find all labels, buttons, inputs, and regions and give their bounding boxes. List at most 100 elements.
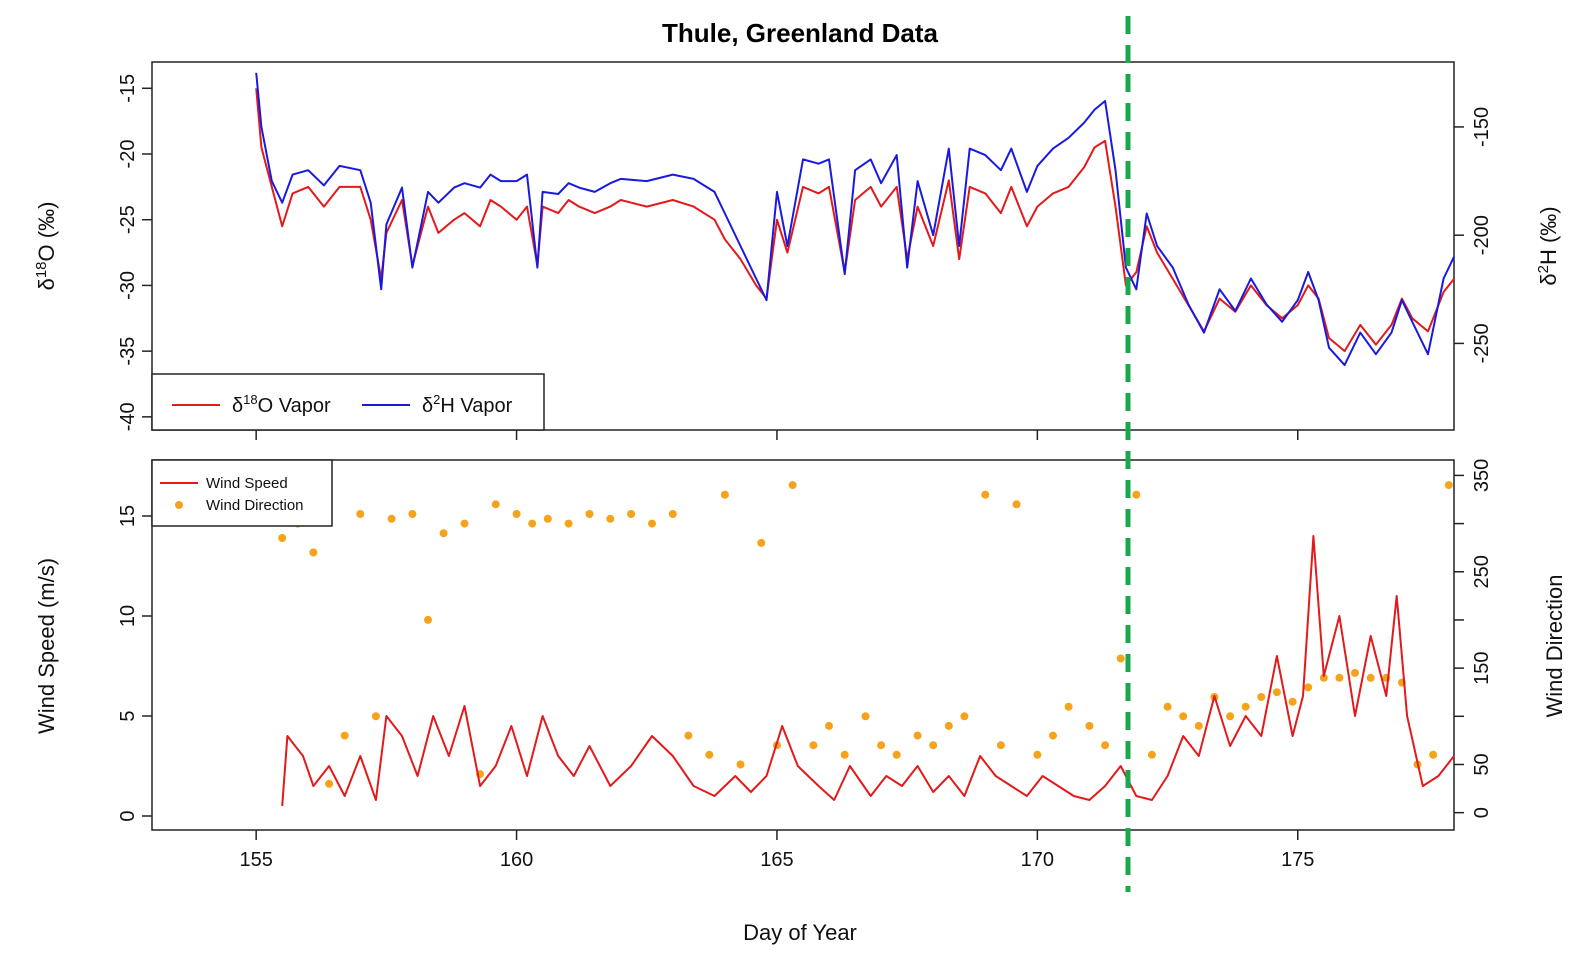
wind-direction-point bbox=[684, 731, 693, 740]
bottom-x-tick-label: 160 bbox=[500, 849, 533, 871]
top-right-tick-label: -150 bbox=[1471, 107, 1493, 147]
wind-direction-point bbox=[668, 510, 677, 518]
wind-direction-point bbox=[1101, 741, 1110, 750]
top-right-axis: -150 -200 -250 bbox=[1454, 107, 1493, 363]
bottom-x-tick-label: 155 bbox=[239, 849, 272, 871]
top-left-axis: -15 -20 -25 -30 -35 -40 bbox=[117, 74, 152, 431]
legend-wind-direction-swatch bbox=[175, 501, 183, 509]
wind-direction-point bbox=[1351, 668, 1359, 677]
wind-direction-point bbox=[736, 760, 745, 769]
wind-direction-point bbox=[512, 510, 521, 518]
bottom-x-tick-label: 170 bbox=[1021, 849, 1054, 871]
wind-direction-point bbox=[1085, 721, 1094, 730]
wind-direction-point bbox=[1049, 731, 1057, 740]
wind-direction-point bbox=[1012, 500, 1021, 509]
wind-direction-point bbox=[1335, 673, 1344, 682]
bottom-right-tick-label: 150 bbox=[1471, 651, 1493, 684]
bottom-left-tick-label: 15 bbox=[117, 505, 139, 527]
wind-direction-point bbox=[460, 519, 469, 528]
top-x-tick-marks bbox=[255, 430, 1299, 440]
wind-direction-point bbox=[424, 615, 432, 624]
wind-direction-point bbox=[309, 548, 318, 557]
top-series-group bbox=[255, 72, 1455, 367]
wind-direction-point bbox=[648, 519, 656, 528]
bottom-x-tick-label: 175 bbox=[1281, 849, 1314, 871]
wind-direction-point bbox=[929, 741, 938, 750]
wind-direction-point bbox=[1272, 688, 1281, 697]
wind-direction-point bbox=[944, 721, 953, 730]
wind-direction-point bbox=[1429, 750, 1438, 759]
top-plot-area bbox=[151, 61, 1455, 431]
wind-direction-point bbox=[788, 481, 797, 490]
wind-direction-point bbox=[996, 741, 1005, 750]
bottom-right-tick-label: 250 bbox=[1471, 555, 1493, 588]
wind-direction-point bbox=[861, 712, 870, 721]
wind-direction-point bbox=[1116, 654, 1125, 663]
wind-direction-point bbox=[825, 721, 833, 730]
top-legend: δ18O Vapor δ2H Vapor bbox=[151, 373, 545, 431]
top-left-tick-label: -30 bbox=[117, 271, 139, 300]
wind-direction-point bbox=[1194, 721, 1203, 730]
wind-direction-point bbox=[1163, 702, 1172, 711]
wind-direction-point bbox=[325, 779, 334, 788]
bottom-series-group bbox=[278, 481, 1455, 807]
wind-direction-point bbox=[913, 731, 922, 740]
top-left-tick-label: -20 bbox=[117, 140, 139, 169]
bottom-right-axis: 0 50 150 250 350 bbox=[1454, 459, 1493, 818]
bottom-right-tick-label: 350 bbox=[1471, 459, 1493, 492]
legend-wind-direction-label: Wind Direction bbox=[206, 497, 304, 514]
legend-o18-label: δ18O Vapor bbox=[232, 392, 331, 417]
wind-direction-point bbox=[1241, 702, 1250, 711]
wind-direction-point bbox=[1288, 697, 1297, 706]
wind-direction-point bbox=[585, 510, 594, 518]
wind-direction-point bbox=[1033, 750, 1042, 759]
chart-title: Thule, Greenland Data bbox=[662, 18, 938, 48]
wind-direction-point bbox=[491, 500, 500, 509]
wind-direction-point bbox=[278, 534, 287, 542]
wind-direction-point bbox=[1444, 481, 1453, 490]
wind-speed-line bbox=[281, 535, 1455, 807]
top-left-axis-label: δ18O (‰) bbox=[33, 202, 59, 291]
bottom-right-axis-label: Wind Direction bbox=[1542, 574, 1567, 717]
bottom-left-axis: 0 5 10 15 bbox=[117, 505, 152, 822]
legend-wind-speed-label: Wind Speed bbox=[206, 475, 288, 492]
wind-direction-point bbox=[371, 712, 380, 721]
o18-vapor-line bbox=[255, 88, 1455, 353]
wind-direction-point bbox=[1064, 702, 1073, 711]
wind-direction-point bbox=[960, 712, 969, 721]
wind-direction-point bbox=[627, 510, 636, 518]
wind-direction-point bbox=[1366, 673, 1375, 682]
wind-direction-point bbox=[1147, 750, 1156, 759]
bottom-right-tick-label: 0 bbox=[1471, 807, 1493, 818]
wind-direction-point bbox=[387, 514, 396, 523]
wind-direction-point bbox=[1304, 683, 1313, 692]
wind-direction-point bbox=[1132, 490, 1141, 499]
wind-direction-point bbox=[1226, 712, 1235, 721]
top-right-tick-label: -200 bbox=[1471, 215, 1493, 255]
wind-direction-point bbox=[408, 510, 417, 518]
x-axis-label: Day of Year bbox=[743, 920, 857, 945]
wind-direction-point bbox=[840, 750, 849, 759]
wind-direction-point bbox=[1319, 673, 1328, 682]
wind-direction-point bbox=[356, 510, 365, 518]
h2-vapor-line bbox=[255, 72, 1455, 367]
bottom-x-tick-label: 165 bbox=[760, 849, 793, 871]
wind-direction-point bbox=[439, 529, 448, 538]
wind-direction-point bbox=[528, 519, 537, 528]
wind-direction-point bbox=[543, 514, 552, 523]
wind-direction-point bbox=[720, 490, 729, 499]
top-right-axis-label: δ2H (‰) bbox=[1535, 206, 1561, 285]
wind-direction-point bbox=[1257, 693, 1266, 701]
bottom-plot-area bbox=[151, 459, 1455, 831]
top-left-tick-label: -35 bbox=[117, 337, 139, 366]
wind-direction-point bbox=[877, 741, 886, 750]
bottom-left-tick-label: 5 bbox=[117, 710, 139, 721]
wind-direction-point bbox=[981, 490, 990, 499]
wind-direction-point bbox=[1179, 712, 1188, 721]
wind-direction-point bbox=[564, 519, 573, 528]
bottom-left-tick-label: 0 bbox=[117, 810, 139, 821]
wind-direction-point bbox=[757, 538, 766, 547]
wind-direction-point bbox=[340, 731, 349, 740]
bottom-left-axis-label: Wind Speed (m/s) bbox=[34, 558, 59, 734]
